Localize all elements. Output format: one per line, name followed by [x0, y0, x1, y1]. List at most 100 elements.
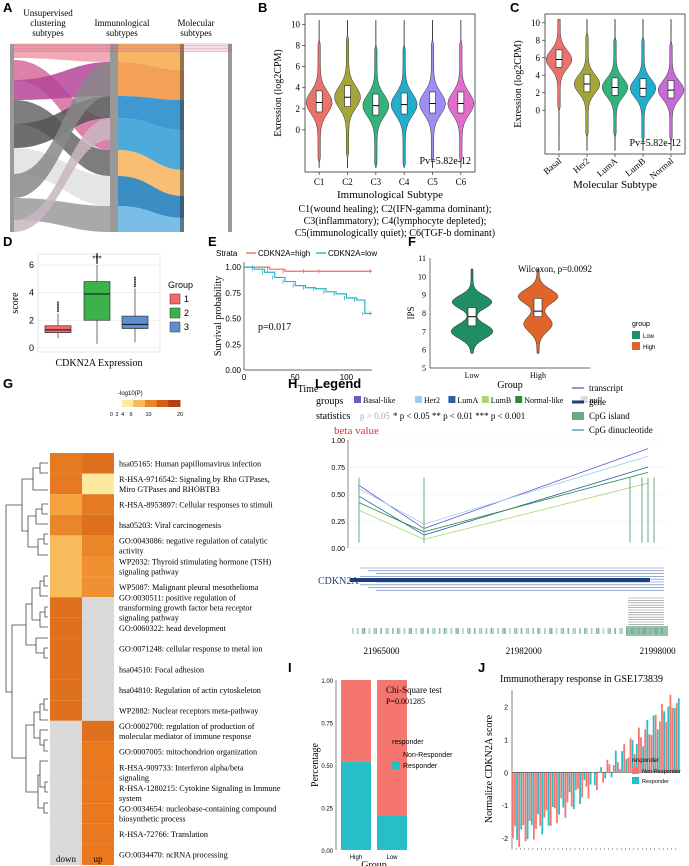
i-y-tick-label: 0.00: [321, 849, 333, 855]
heat-row-label: WP2882: Nuclear receptors meta-pathway: [119, 707, 259, 716]
i-y-tick-label: 0.25: [321, 807, 333, 813]
j-bar: [554, 772, 556, 809]
heat-cell-down: [50, 638, 82, 659]
dendrogram-branch: [41, 503, 48, 515]
dendrogram-branch: [43, 739, 48, 752]
j-bar: [596, 772, 598, 791]
j-bar: [623, 744, 626, 773]
x-tick-label-C1: C1: [314, 177, 325, 187]
j-bar: [524, 772, 527, 842]
dendrogram-branch: [43, 575, 48, 587]
legend-title: Group: [168, 280, 193, 290]
heat-row-label-line: R-HSA-9716542: Signaling by Rho GTPases,: [119, 475, 270, 484]
heat-row-label: GO:0071248: cellular response to metal i…: [119, 645, 262, 654]
panel-d: D 0 2 4 6 *** CDKN2A Expression score Group 1 2 3: [3, 234, 193, 369]
x-axis-label: CDKN2A Expression: [56, 358, 143, 369]
heat-legend-tick: 2: [115, 412, 118, 418]
panel-i: I 0.00 0.25 0.50 0.75 1.00 High Low Chi-Square …: [288, 660, 453, 866]
heat-row-label-line: GO:0034654: nucleobase-containing compou…: [119, 805, 276, 814]
h-y-tick-label: 0.50: [331, 492, 345, 499]
heat-row-label-line: signaling: [119, 773, 149, 782]
j-bar: [612, 765, 615, 773]
h-cpg-dinucleotide: [567, 628, 570, 634]
heat-row-label: GO:0002700: regulation of production of m…: [119, 722, 255, 741]
box-outlier: [134, 280, 136, 282]
box-outlier: [96, 254, 98, 257]
h-group-label-Normal-like: Normal-like: [524, 396, 564, 405]
heat-cell-down: [50, 473, 82, 495]
box-outlier: [96, 258, 98, 261]
j-y-axis-label: Normalize CDKN2A score: [484, 714, 495, 823]
i-legend-label-Responder: Responder: [403, 763, 438, 770]
heat-row-label: GO:0034470: ncRNA processing: [119, 851, 228, 860]
a-header-2-line2: subtypes: [106, 28, 138, 38]
sankey-node-bar: [110, 44, 118, 232]
h-cpg-dinucleotide: [420, 628, 422, 634]
panel-f: F 5 6 7 8 9 10 11 Low High Wilcoxon, p=0.0092 Grou…: [406, 234, 655, 391]
dendrogram-branch: [44, 606, 48, 618]
h-group-label-LumB: LumB: [491, 396, 511, 405]
j-bar: [677, 698, 680, 773]
x-tick-label-C6: C6: [456, 177, 467, 187]
h-group-swatch-Basal-like: [354, 396, 361, 403]
h-beta-line-Basal-like: [358, 448, 649, 530]
h-cpg-dinucleotide: [502, 628, 504, 634]
j-bar: [579, 772, 581, 805]
dendrogram-branch: [37, 538, 48, 556]
h-cpg-dinucleotide: [450, 628, 453, 634]
j-bar: [667, 706, 670, 773]
heat-cell-up: [82, 514, 114, 536]
h-cpg-dinucleotide: [586, 628, 588, 634]
sankey-flow-right: [118, 150, 184, 196]
h-cpg-dinucleotide: [497, 628, 499, 634]
heat-cell-up: [82, 535, 114, 556]
y-tick-label: 7: [422, 327, 426, 336]
i-y-tick-label: 1.00: [321, 679, 333, 685]
dendrogram-branch: [43, 647, 48, 659]
heat-row-label-line: hsa04510: Focal adhesion: [119, 665, 204, 674]
j-bar: [635, 743, 638, 773]
heat-row-label-line: GO:0071248: cellular response to metal i…: [119, 645, 262, 654]
box-1: [44, 325, 72, 334]
y-tick-label: 11: [418, 254, 426, 263]
heat-row-label-line: activity: [119, 547, 144, 556]
h-methylation-plot: Legend groups Basal-like Her2 LumA LumB Normal…: [315, 376, 676, 656]
dendrogram-branch: [43, 533, 48, 545]
h-legend-title: Legend: [315, 376, 361, 391]
h-cpg-dinucleotide: [432, 628, 434, 634]
heat-row-label: GO:0030511: positive regulation of transf…: [119, 594, 252, 623]
heat-cell-down: [50, 535, 82, 556]
h-cpg-dinucleotide: [462, 628, 464, 634]
sankey-flow-right: [118, 96, 184, 130]
j-bar: [589, 772, 592, 785]
j-bar: [556, 772, 558, 824]
dendrogram-branch: [35, 508, 48, 525]
p-value: Pv=5.82e-12: [420, 156, 471, 167]
j-bar: [533, 772, 535, 840]
b-caption-2: C3(inflammatory); C4(lymphocyte depleted…: [304, 216, 487, 227]
y-tick-label: 5: [422, 364, 426, 373]
heat-cell-down: [50, 679, 82, 701]
legend-swatch-2: [169, 307, 181, 319]
panel-b: B 0 2 4 6 8 10 C1 C2 C3 C4 C5 C6 Pv=5.82e-12 Exressio…: [258, 0, 495, 239]
f-violin-chart: 5 6 7 8 9 10 11 Low High Wilcoxon, p=0.0092 Group I…: [406, 254, 655, 391]
h-cpg-dinucleotide: [527, 628, 530, 634]
y-axis-label: Survival probability: [213, 276, 224, 356]
h-cpg-dinucleotide: [427, 628, 429, 634]
y-tick-label: 0.75: [225, 289, 241, 298]
heat-row-label-line: hsa05165: Human papillomavirus infection: [119, 459, 261, 468]
y-tick-label: 9: [422, 291, 426, 300]
h-x-tick-label: 21982000: [506, 646, 543, 656]
h-cpg-dinucleotide: [614, 628, 616, 634]
h-group-swatch-LumA: [448, 396, 456, 403]
x-tick-label-C4: C4: [399, 177, 410, 187]
j-bar: [665, 721, 668, 773]
i-legend-title: responder: [392, 739, 424, 746]
heat-cell-down: [50, 556, 82, 577]
h-cpg-dinucleotide: [408, 628, 411, 634]
j-bar: [518, 772, 521, 847]
j-bar: [543, 772, 546, 818]
dendrogram-branch: [39, 611, 48, 628]
panel-label-h: H: [288, 376, 297, 391]
dendrogram-branch: [39, 729, 48, 746]
